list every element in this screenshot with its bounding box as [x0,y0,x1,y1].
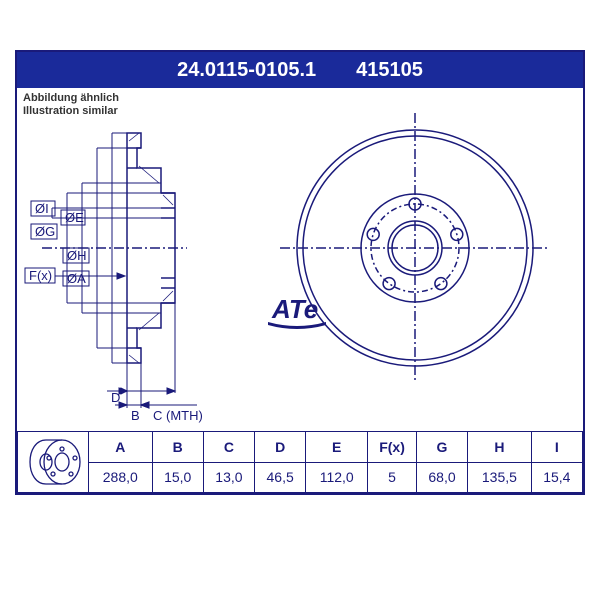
technical-drawing: ØI ØG ØE ØH ØA F(x) D B C (MTH) [17,88,583,428]
val-E: 112,0 [306,462,368,493]
dim-C: C (MTH) [153,408,203,423]
dim-I: ØI [35,201,49,216]
col-H: H [468,432,532,463]
spec-table: A B C D E F(x) G H I 288,0 15,0 13,0 46,… [17,431,583,493]
drawing-frame: 24.0115-0105.1 415105 Abbildung ähnlich … [15,50,585,495]
val-D: 46,5 [255,462,306,493]
dim-A: ØA [67,271,86,286]
disc-icon [20,436,86,488]
col-C: C [203,432,254,463]
short-code: 415105 [356,59,423,82]
dim-G: ØG [35,224,55,239]
title-bar: 24.0115-0105.1 415105 [17,52,583,88]
dim-D: D [111,390,120,405]
spec-header-row: A B C D E F(x) G H I [18,432,583,463]
col-D: D [255,432,306,463]
dim-H: ØH [67,248,87,263]
part-number: 24.0115-0105.1 [177,59,316,82]
val-Fx: 5 [368,462,417,493]
dim-E: ØE [65,210,84,225]
val-A: 288,0 [89,462,153,493]
col-I: I [531,432,582,463]
diagram-area: ØI ØG ØE ØH ØA F(x) D B C (MTH) [17,88,583,428]
val-G: 68,0 [416,462,467,493]
dim-Fx: F(x) [29,268,52,283]
val-B: 15,0 [152,462,203,493]
col-B: B [152,432,203,463]
spec-value-row: 288,0 15,0 13,0 46,5 112,0 5 68,0 135,5 … [18,462,583,493]
val-H: 135,5 [468,462,532,493]
val-C: 13,0 [203,462,254,493]
col-A: A [89,432,153,463]
col-Fx: F(x) [368,432,417,463]
val-I: 15,4 [531,462,582,493]
disc-icon-cell [18,432,89,493]
dim-B: B [131,408,140,423]
col-E: E [306,432,368,463]
col-G: G [416,432,467,463]
svg-text:ATe: ATe [271,294,318,324]
